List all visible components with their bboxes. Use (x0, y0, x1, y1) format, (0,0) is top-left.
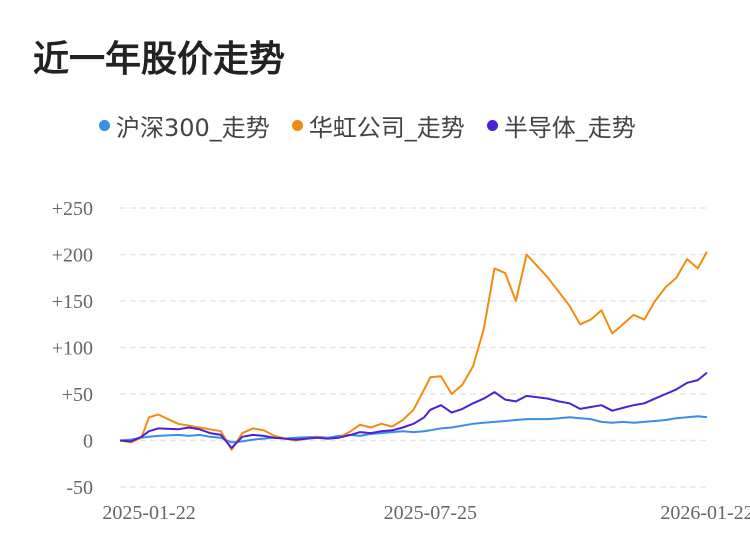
legend-dot-huahong (291, 120, 303, 131)
x-tick-label: 2025-07-25 (384, 502, 477, 524)
y-axis-ticks: +250 +200 +150 +100 +50 0 -50 (52, 198, 93, 499)
legend-label-hs300: 沪深300_走势 (116, 114, 270, 142)
legend-dot-semi (486, 120, 498, 131)
legend-item-huahong[interactable]: 华虹公司_走势 (291, 108, 465, 143)
y-tick-label: -50 (66, 477, 93, 499)
series-line-0 (119, 415, 708, 444)
y-tick-label: +100 (52, 338, 93, 360)
x-tick-label: 2025-01-22 (102, 502, 195, 524)
series-line-1 (119, 251, 708, 451)
y-tick-label: 0 (83, 431, 93, 453)
legend: 沪深300_走势 华虹公司_走势 半导体_走势 (99, 108, 658, 143)
x-axis-ticks: 2025-01-22 2025-07-25 2026-01-22 (102, 502, 750, 524)
legend-label-huahong: 华虹公司_走势 (308, 114, 465, 142)
y-tick-label: +50 (62, 384, 93, 406)
legend-item-hs300[interactable]: 沪深300_走势 (99, 108, 270, 143)
y-tick-label: +250 (52, 198, 93, 220)
x-tick-label: 2026-01-22 (660, 502, 750, 524)
series-line-2 (119, 371, 708, 449)
y-tick-label: +200 (52, 245, 93, 267)
legend-label-semi: 半导体_走势 (503, 114, 636, 142)
chart-title: 近一年股价走势 (33, 39, 286, 80)
series-lines (119, 251, 708, 451)
legend-dot-hs300 (99, 120, 110, 131)
grid-lines (120, 207, 707, 488)
y-tick-label: +150 (52, 291, 93, 313)
legend-item-semi[interactable]: 半导体_走势 (486, 108, 636, 143)
